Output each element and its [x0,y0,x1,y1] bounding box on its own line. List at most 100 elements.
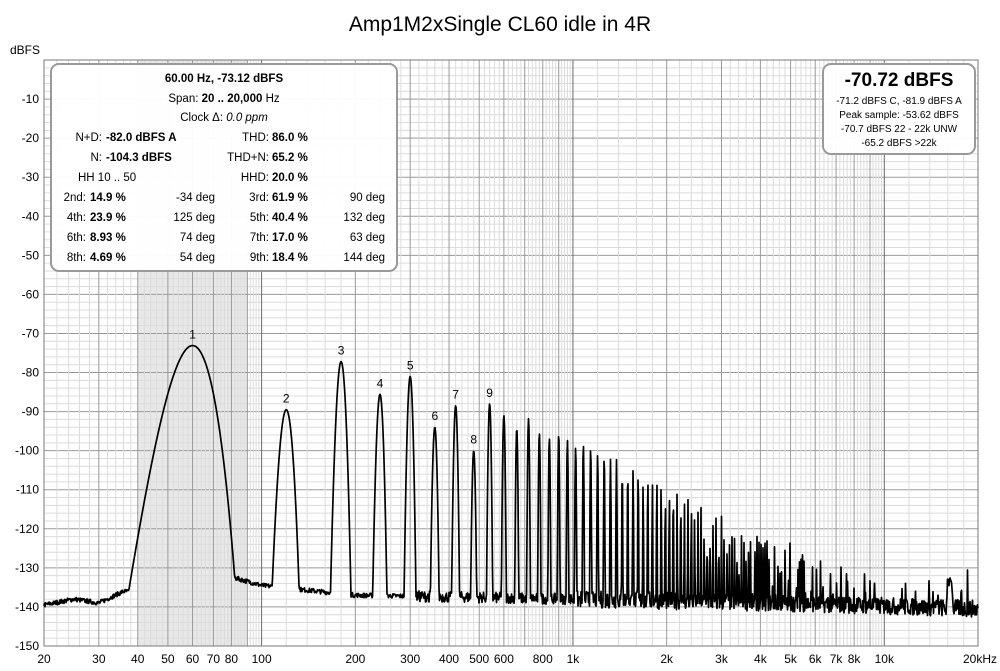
y-tick-label: -50 [22,248,40,262]
x-tick-label: 8k [848,652,862,666]
thd-value: 86.0 % [272,132,308,144]
harmonic-label: 8th: [66,252,86,264]
spectrum-trace [43,344,979,618]
x-tick-label: 600 [494,652,514,666]
harmonic-label: 9th: [249,252,269,264]
x-tick-label: 5k [784,652,798,666]
harmonic-number-label: 5 [407,358,414,372]
y-tick-label: -140 [15,600,39,614]
x-tick-label: 7k [830,652,844,666]
thdn-label: THD+N: [227,152,269,164]
y-tick-label: -80 [22,366,40,380]
level-summary-panel: -70.72 dBFS -71.2 dBFS C, -81.9 dBFS A P… [822,63,976,155]
harmonic-phase: 74 deg [179,232,215,244]
nd-label: N+D: [75,132,102,144]
harmonic-value: 61.9 % [272,192,308,204]
harmonic-label: 5th: [249,212,269,224]
fundamental-freq: 60.00 Hz, [164,73,215,85]
harmonic-number-label: 7 [452,388,459,402]
harmonic-number-label: 4 [377,376,384,390]
harmonic-value: 17.0 % [272,232,308,244]
harmonic-label: 3rd: [249,192,269,204]
x-tick-label: 40 [131,652,145,666]
harmonic-label: 6th: [66,232,86,244]
harmonic-number-label: 9 [486,386,493,400]
x-tick-label: 300 [400,652,420,666]
x-tick-label: 200 [345,652,365,666]
chart-title: Amp1M2xSingle CL60 idle in 4R [349,13,651,36]
thd-label: THD: [242,132,269,144]
weighted-levels: -71.2 dBFS C, -81.9 dBFS A [836,96,962,107]
harmonic-number-label: 3 [338,344,345,358]
y-axis-label: dBFS [10,43,40,57]
x-tick-label: 100 [252,652,272,666]
x-tick-label: 60 [186,652,200,666]
x-tick-label: 80 [225,652,239,666]
x-tick-label: 3k [715,652,729,666]
thdn-value: 65.2 % [272,152,308,164]
hhd-value: 20.0 % [272,172,308,184]
harmonic-value: 8.93 % [90,232,126,244]
y-tick-label: -40 [22,209,40,223]
harmonic-label: 4th: [66,212,86,224]
n-label: N: [90,152,103,164]
x-tick-label: 400 [439,652,459,666]
span-line: Span: 20 .. 20,000 Hz [52,93,396,105]
harmonic-value: 40.4 % [272,212,308,224]
stats-panel: 60.00 Hz, -73.12 dBFS Span: 20 .. 20,000… [50,63,398,272]
clock-line: Clock Δ: 0.0 ppm [52,112,396,124]
y-tick-label: -10 [22,92,40,106]
y-tick-label: -100 [15,444,39,458]
harmonic-number-label: 6 [431,409,438,423]
x-tick-label: 1k [567,652,581,666]
fundamental-level: -73.12 dBFS [217,73,284,85]
y-tick-label: -70 [22,326,40,340]
x-tick-label: 30 [92,652,106,666]
nd-value: -82.0 dBFS A [106,132,177,144]
harmonic-value: 4.69 % [90,252,126,264]
span-value: 20 .. 20,000 [201,93,263,105]
x-tick-label: 20 [37,652,51,666]
x-tick-label: 50 [161,652,175,666]
harmonic-label: 2nd: [63,192,86,204]
harmonic-phase: -34 deg [175,192,215,204]
clock-value: 0.0 ppm [226,112,268,124]
harmonic-number-label: 1 [189,328,196,342]
harmonic-phase: 54 deg [179,252,215,264]
y-tick-label: -60 [22,287,40,301]
peak-sample: Peak sample: -53.62 dBFS [839,110,959,121]
plot-frame [43,59,979,647]
harmonic-phase: 63 deg [349,232,385,244]
x-tick-label: 800 [533,652,553,666]
harmonic-value: 14.9 % [90,192,126,204]
clock-label: Clock Δ: [180,112,224,124]
harmonic-value: 18.4 % [272,252,308,264]
y-tick-label: -110 [16,483,39,497]
y-tick-label: -30 [22,170,40,184]
harmonic-phase: 132 deg [343,212,385,224]
ultrasonic-level: -65.2 dBFS >22k [861,138,937,149]
unweighted-level: -70.7 dBFS 22 - 22k UNW [840,124,958,135]
harmonic-phase: 125 deg [173,212,215,224]
span-label: Span: [168,93,199,105]
hhd-label: HHD: [240,172,269,184]
x-tick-label: 10k [875,652,895,666]
y-tick-label: -120 [15,522,39,536]
harmonic-value: 23.9 % [90,212,126,224]
x-tick-label: 2k [660,652,674,666]
x-axis: 20 30 40 50 60 70 80 100 200 300 400 500 600 800 1k 2k 3… [37,652,997,666]
harmonic-labels: 1 2 3 4 5 67 8 9 [189,328,493,447]
harmonic-number-label: 2 [283,392,290,406]
n-value: -104.3 dBFS [106,152,172,164]
rms-level: -70.72 dBFS [844,70,954,91]
span-unit: Hz [265,93,280,105]
x-tick-label: 6k [809,652,823,666]
y-tick-label: -150 [15,639,39,653]
x-tick-label: 4k [754,652,768,666]
y-tick-label: -90 [22,405,40,419]
y-tick-label: -130 [15,561,39,575]
x-tick-label: 20kHz [963,652,997,666]
y-tick-label: -20 [22,131,40,145]
stats-header: 60.00 Hz, -73.12 dBFS [52,73,396,85]
harmonic-label: 7th: [249,232,269,244]
